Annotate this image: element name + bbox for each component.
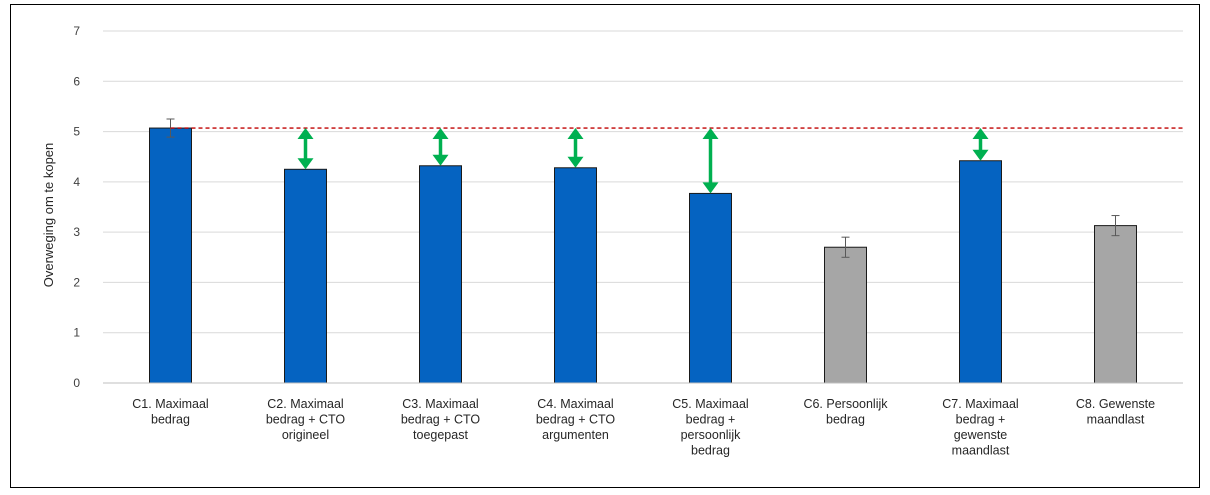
- x-tick-label-6: C6. Persoonlijk bedrag: [803, 397, 888, 427]
- y-tick-label-1: 1: [73, 326, 80, 340]
- x-tick-label-8: C8. Gewenste maandlast: [1076, 397, 1155, 427]
- y-tick-label-3: 3: [73, 225, 80, 239]
- difference-arrow-5: [702, 128, 719, 194]
- bar-6: [824, 246, 867, 384]
- bar-3: [419, 165, 462, 384]
- y-tick-label-2: 2: [73, 275, 80, 289]
- difference-arrow-2: [297, 128, 314, 170]
- x-tick-label-2: C2. Maximaal bedrag + CTO origineel: [266, 397, 346, 442]
- x-tick-label-1: C1. Maximaal bedrag: [132, 397, 208, 427]
- bar-7: [959, 160, 1002, 384]
- y-tick-label-5: 5: [73, 125, 80, 139]
- bar-2: [284, 168, 327, 384]
- x-tick-label-3: C3. Maximaal bedrag + CTO toegepast: [401, 397, 481, 442]
- difference-arrow-7: [972, 128, 989, 161]
- y-axis-label: Overweging om te kopen: [41, 143, 56, 288]
- difference-arrow-3: [432, 128, 449, 166]
- bar-5: [689, 192, 732, 384]
- bar-4: [554, 167, 597, 384]
- y-tick-label-7: 7: [73, 24, 80, 38]
- x-tick-label-5: C5. Maximaal bedrag + persoonlijk bedrag: [672, 397, 748, 458]
- x-tick-label-4: C4. Maximaal bedrag + CTO argumenten: [536, 397, 616, 442]
- y-tick-label-6: 6: [73, 74, 80, 88]
- y-tick-label-4: 4: [73, 175, 80, 189]
- x-tick-label-7: C7. Maximaal bedrag + gewenste maandlast: [942, 397, 1018, 458]
- bar-1: [149, 127, 192, 384]
- bar-8: [1094, 225, 1137, 384]
- chart-frame: [10, 4, 1200, 488]
- y-tick-label-0: 0: [73, 376, 80, 390]
- difference-arrow-4: [567, 128, 584, 168]
